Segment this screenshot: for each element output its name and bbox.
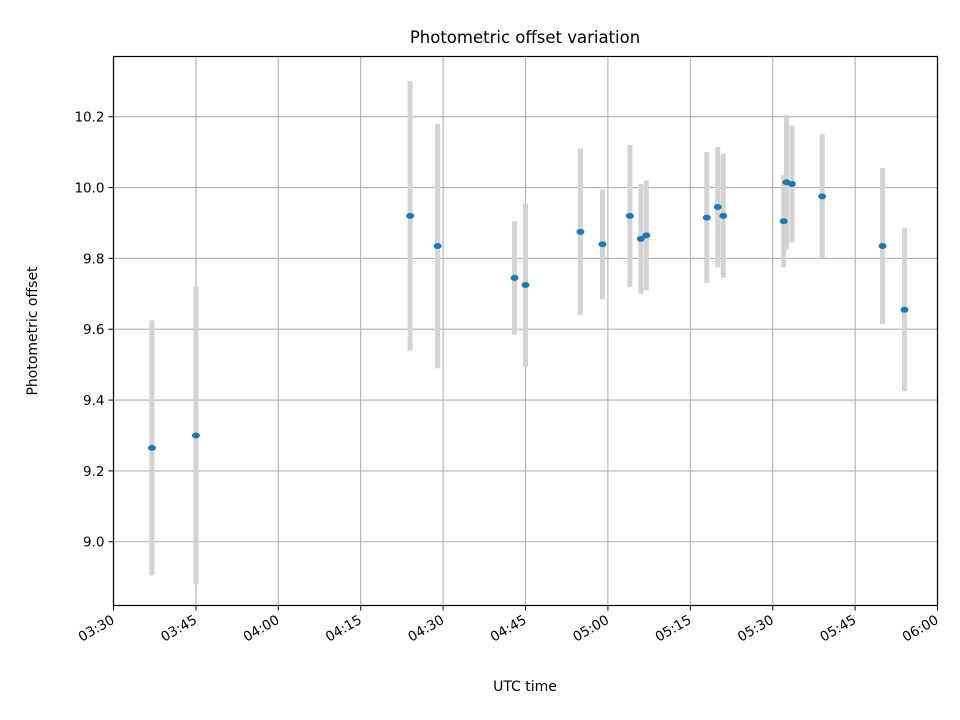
chart-title: Photometric offset variation xyxy=(410,28,640,47)
x-axis: 03:30 03:45 04:00 04:15 04:30 04:45 05:00 05:15… xyxy=(76,605,942,645)
x-axis-label: UTC time xyxy=(493,679,557,695)
error-bars xyxy=(149,81,908,585)
data-point xyxy=(510,274,519,281)
y-tick-label: 9.2 xyxy=(83,464,104,480)
data-point xyxy=(642,232,651,239)
data-point xyxy=(521,281,530,288)
x-tick-label: 04:15 xyxy=(323,612,365,645)
data-point xyxy=(576,228,585,235)
data-point xyxy=(787,181,796,188)
data-point xyxy=(625,212,634,219)
data-point xyxy=(433,242,442,249)
y-axis-label: Photometric offset xyxy=(25,266,41,396)
y-tick-label: 9.8 xyxy=(83,251,104,267)
data-point xyxy=(713,204,722,211)
data-point xyxy=(406,212,415,219)
data-point xyxy=(598,241,607,248)
data-point xyxy=(900,306,909,313)
x-tick-label: 05:30 xyxy=(735,612,777,645)
x-tick-label: 04:30 xyxy=(405,612,447,645)
x-tick-label: 06:00 xyxy=(900,612,942,645)
x-tick-label: 04:00 xyxy=(241,612,283,645)
y-tick-label: 9.4 xyxy=(83,393,104,409)
y-axis: 9.0 9.2 9.4 9.6 9.8 10.0 10.2 xyxy=(74,110,114,551)
data-point xyxy=(818,193,827,200)
data-point xyxy=(191,432,200,439)
data-point xyxy=(702,214,711,221)
y-tick-label: 10.0 xyxy=(74,181,104,197)
y-tick-label: 9.0 xyxy=(83,535,104,551)
x-tick-label: 04:45 xyxy=(488,612,530,645)
data-point xyxy=(719,212,728,219)
y-tick-label: 9.6 xyxy=(83,322,104,338)
data-point xyxy=(779,218,788,225)
x-tick-label: 03:30 xyxy=(76,612,118,645)
x-tick-label: 05:00 xyxy=(570,612,612,645)
x-tick-label: 05:15 xyxy=(653,612,695,645)
x-tick-label: 05:45 xyxy=(817,612,859,645)
data-point xyxy=(147,444,156,451)
data-points xyxy=(147,179,909,451)
data-point xyxy=(878,242,887,249)
y-tick-label: 10.2 xyxy=(74,110,104,126)
data-point xyxy=(636,235,645,242)
x-tick-label: 03:45 xyxy=(158,612,200,645)
